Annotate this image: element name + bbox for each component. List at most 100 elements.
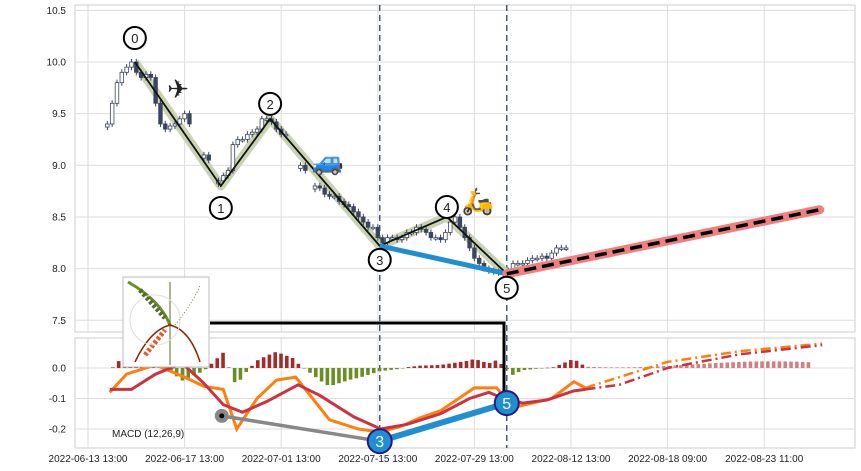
histogram-bar [551,367,556,368]
candle [559,247,564,250]
candle [457,216,463,228]
wave-3-5-line [379,243,508,277]
histogram-bar [737,361,741,368]
histogram-bar [470,359,475,368]
y-tick-label: 9.5 [52,109,66,120]
candle [428,232,434,239]
y-tick-label: 10.5 [47,6,67,17]
candle [119,71,125,84]
x-tick-label: 2022-07-15 13:00 [338,454,417,465]
histogram-bar [766,361,770,368]
candle [477,257,482,264]
histogram-bar [638,367,643,368]
y-tick-label: 8.5 [52,212,66,223]
x-tick-label: 2022-06-13 13:00 [49,454,128,465]
y-tick-label: 10.0 [47,58,67,69]
car-icon: 🚙 [312,146,344,177]
histogram-bar [499,363,504,368]
histogram-bar [238,368,243,380]
histogram-bar [284,355,289,368]
histogram-bar [435,365,440,368]
candle [250,131,255,135]
histogram-bar [626,367,631,368]
wave-label: 3 [376,253,383,268]
histogram-bar [661,366,666,368]
histogram-bar [690,364,695,368]
histogram-bar [534,368,538,369]
candle [520,263,525,266]
y-tick-label: 7.5 [52,316,66,327]
wave-label: 2 [266,97,273,112]
histogram-bar [580,364,585,368]
x-tick-label: 2022-07-29 13:00 [435,454,514,465]
macd-line [108,363,587,434]
histogram-bar [754,361,759,368]
histogram-bar [111,367,115,368]
histogram-bar [296,363,301,368]
candle [201,154,207,159]
candle [332,195,337,199]
wave-marker [122,26,147,50]
histogram-bar [458,361,463,368]
candle [124,66,129,73]
wave-marker [208,195,233,220]
wave-marker [494,275,519,300]
histogram-bar [742,361,747,368]
histogram-bar [708,363,712,368]
histogram-bar [279,353,283,368]
histogram-bar [308,368,312,373]
histogram-bar [395,368,399,370]
histogram-bar [511,368,515,375]
histogram-bar [806,362,811,368]
histogram-bar [569,360,573,368]
histogram-bar [540,368,544,369]
candle [563,247,569,250]
histogram-bar [800,361,805,368]
candle [109,102,115,125]
histogram-bar [371,368,376,374]
wave-label: 4 [443,200,450,215]
candle [148,73,153,78]
histogram-bar [354,368,359,379]
candle [443,232,448,241]
wave-marker [258,91,283,116]
candle [539,255,545,259]
histogram-bar [702,363,706,368]
candle [356,211,361,218]
histogram-bar [424,365,428,368]
wave-label: 0 [131,31,138,46]
candle [221,175,226,182]
x-tick-label: 2022-08-23 11:00 [725,454,804,465]
candle [346,204,352,208]
histogram-bar [366,368,370,375]
histogram-bar [203,368,208,370]
candle [515,263,521,266]
histogram-bar [267,354,272,368]
candle [472,247,477,259]
connector-line [210,321,506,398]
wave-marker-dot [219,413,225,419]
candle [438,237,443,241]
x-tick-label: 2022-08-12 13:00 [532,454,611,465]
candle [390,237,395,240]
candle [182,113,187,120]
histogram-bar [337,368,341,384]
histogram-bar [290,357,295,368]
candle [167,125,173,130]
wave-marker [366,428,393,455]
x-tick-label: 2022-06-17 13:00 [145,454,224,465]
histogram-bar [180,368,185,381]
histogram-bar [302,368,306,369]
macd-label: MACD (12,26,9) [112,429,184,440]
candle [235,139,240,146]
histogram-bar [389,368,393,370]
candle [105,123,110,128]
x-tick-label: 2022-07-01 13:00 [242,454,321,465]
histogram-bar [441,364,446,368]
histogram-bar [545,367,550,369]
candle [172,123,178,127]
y-tick-label: 0.0 [52,364,66,375]
histogram-bar [771,361,776,368]
histogram-bar [186,368,191,378]
